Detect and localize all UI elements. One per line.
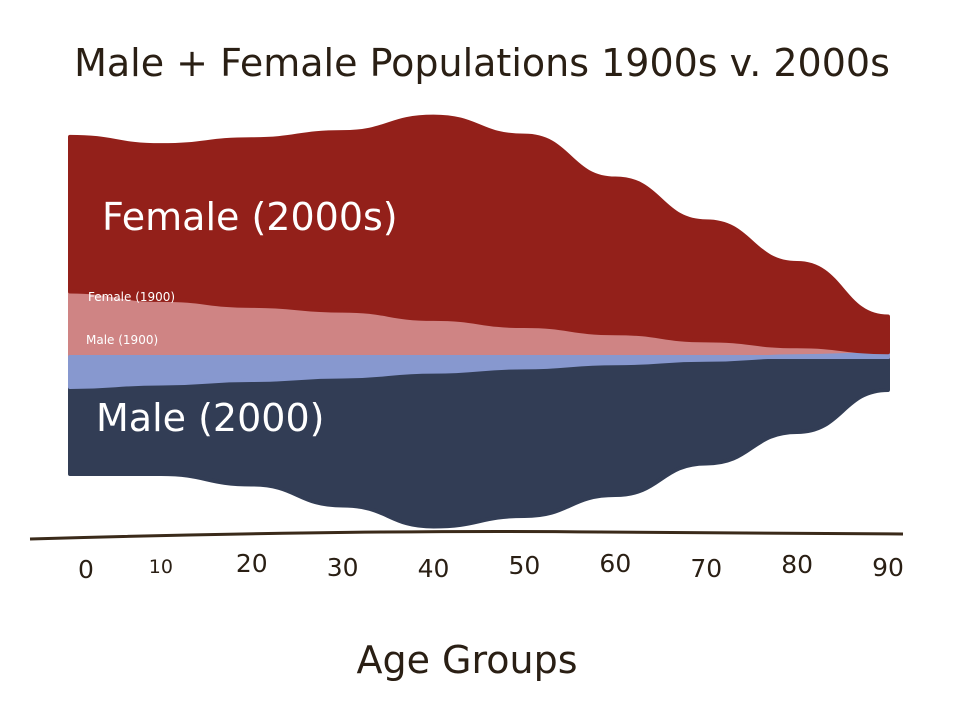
x-tick-label: 40 bbox=[418, 554, 450, 583]
label-male-1900: Male (1900) bbox=[86, 333, 158, 347]
label-male-2000: Male (2000) bbox=[96, 396, 324, 440]
x-tick-label: 10 bbox=[149, 556, 173, 578]
x-tick-label: 70 bbox=[690, 554, 722, 583]
x-tick-labels: 0 10 20 30 40 50 60 70 80 90 bbox=[78, 549, 904, 584]
x-tick-label: 50 bbox=[509, 551, 541, 580]
x-axis-label: Age Groups bbox=[356, 638, 577, 682]
x-tick-label: 60 bbox=[599, 549, 631, 578]
x-tick-label: 0 bbox=[78, 555, 94, 584]
x-tick-label: 80 bbox=[781, 550, 813, 579]
x-tick-label: 90 bbox=[872, 553, 904, 582]
area-layers bbox=[68, 114, 890, 529]
x-tick-label: 30 bbox=[327, 553, 359, 582]
x-axis-line bbox=[29, 529, 904, 541]
label-female-1900: Female (1900) bbox=[88, 290, 175, 304]
x-tick-label: 20 bbox=[236, 549, 268, 578]
area-female-2000s bbox=[68, 114, 890, 355]
label-female-2000s: Female (2000s) bbox=[102, 195, 398, 239]
chart-title: Male + Female Populations 1900s v. 2000s bbox=[74, 41, 890, 85]
